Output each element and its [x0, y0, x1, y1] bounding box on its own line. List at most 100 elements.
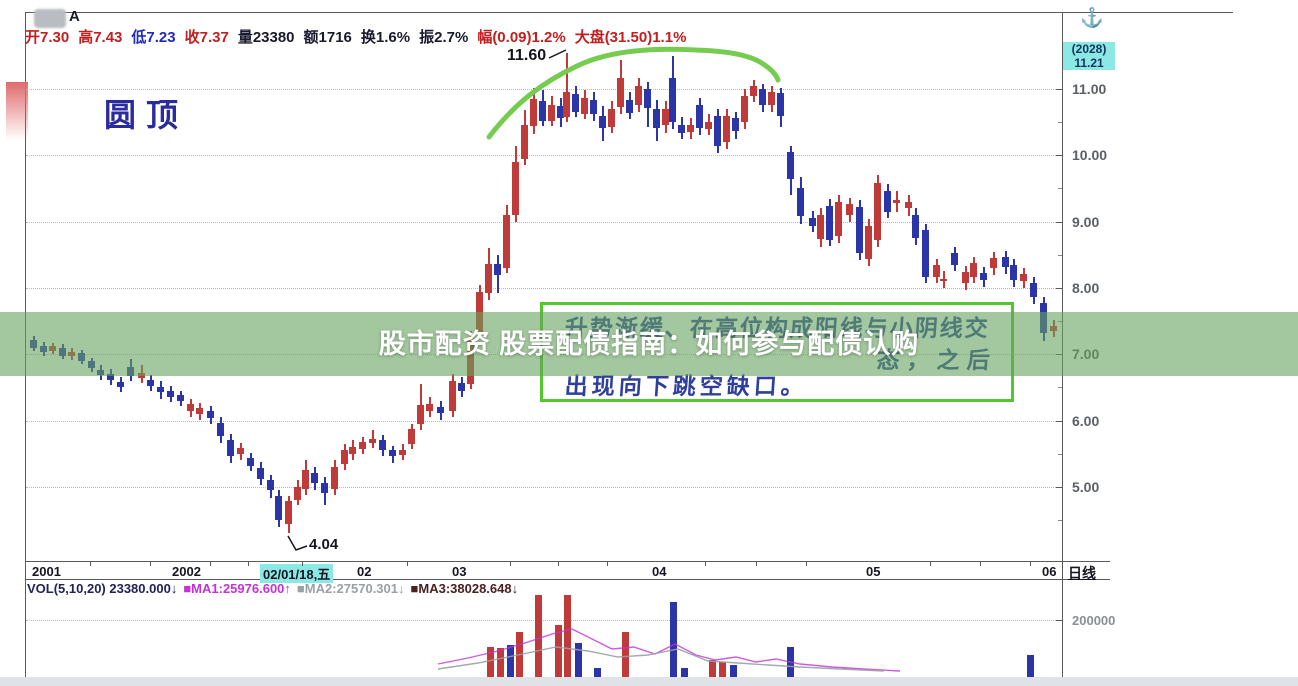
- candle-body: [311, 472, 318, 484]
- candle-wick: [566, 52, 568, 123]
- candle-body: [905, 201, 912, 209]
- price-axis-label: 11.00: [1072, 81, 1107, 97]
- peak-price-label: 11.60: [507, 47, 547, 64]
- candle-body: [417, 404, 424, 425]
- candle-body: [247, 458, 254, 466]
- price-gridline: [26, 487, 1062, 488]
- candle-body: [285, 501, 292, 524]
- x-axis-tick: [407, 562, 408, 566]
- candle-body: [302, 469, 309, 489]
- volume-bar: [730, 665, 737, 678]
- candle-body: [922, 230, 929, 277]
- candle-body: [227, 440, 234, 457]
- candle-body: [705, 122, 712, 129]
- price-axis-minor-tick: [1058, 188, 1062, 189]
- x-axis-tick: [558, 562, 559, 566]
- stock-name-suffix: A: [69, 8, 80, 25]
- anchor-icon[interactable]: ⚓: [1080, 8, 1104, 29]
- candle-body: [147, 380, 154, 386]
- quote-field: 收7.37: [184, 29, 229, 46]
- volume-bar: [594, 668, 601, 678]
- candle-body: [349, 447, 356, 454]
- candle-body: [275, 496, 282, 520]
- candle-body: [379, 440, 386, 451]
- volume-header-field: VOL(5,10,20) 23380.000↓: [27, 581, 178, 596]
- x-axis-tick: [302, 562, 303, 566]
- candle-body: [826, 205, 833, 240]
- watermark-banner: [0, 312, 1298, 376]
- x-axis-label: 02: [357, 564, 372, 579]
- candle-body: [856, 207, 863, 254]
- x-axis-bottom-line: [25, 579, 1110, 580]
- candle-body: [494, 264, 501, 275]
- volume-axis-label: 200000: [1072, 613, 1116, 628]
- candle-body: [177, 395, 184, 401]
- x-axis-tick: [705, 562, 706, 566]
- candle-body: [557, 106, 564, 119]
- candle-body: [1010, 265, 1017, 280]
- candle-body: [687, 125, 694, 133]
- candle-body: [581, 98, 588, 115]
- x-axis-tick: [1030, 562, 1031, 566]
- candle-body: [476, 291, 483, 332]
- x-axis-tick: [930, 562, 931, 566]
- candle-body: [635, 85, 642, 105]
- candle-body: [521, 125, 528, 159]
- candle-body: [1030, 283, 1037, 298]
- candle-body: [970, 262, 977, 277]
- candle-body: [940, 279, 947, 282]
- volume-bar: [564, 595, 571, 678]
- quote-field: 低7.23: [131, 29, 176, 46]
- pattern-label: 圆顶: [104, 97, 189, 133]
- price-gridline: [26, 89, 1062, 90]
- candle-body: [217, 423, 224, 437]
- x-axis-tick: [510, 562, 511, 566]
- candle-body: [951, 253, 958, 265]
- candle-body: [117, 382, 124, 388]
- candle-body: [599, 115, 606, 129]
- candle-body: [1020, 273, 1027, 282]
- price-axis-label: 9.00: [1072, 214, 1100, 230]
- bottom-edge-strip: [0, 677, 1298, 686]
- price-axis-tick: [1056, 155, 1062, 156]
- candle-body: [257, 468, 264, 479]
- candle-body: [157, 387, 164, 392]
- candle-body: [750, 85, 757, 96]
- candle-body: [196, 407, 203, 414]
- price-axis-minor-tick: [1058, 520, 1062, 521]
- price-axis-tick: [1056, 89, 1062, 90]
- quote-field: 量23380: [237, 29, 295, 46]
- price-tag-count: (2028): [1071, 42, 1107, 56]
- volume-ma2-line: [437, 646, 885, 672]
- candle-body: [714, 115, 721, 146]
- quote-info-bar: 开7.30 高7.43 低7.23 收7.37 量23380 额1716 换1.6% 振2.7…: [25, 26, 695, 47]
- volume-bar: [622, 632, 629, 678]
- x-axis-label: 2002: [172, 564, 201, 579]
- volume-bar: [555, 625, 562, 678]
- candle-body: [548, 104, 555, 121]
- candle-body: [980, 273, 987, 280]
- x-axis-label: 06: [1042, 564, 1057, 579]
- candle-body: [563, 91, 570, 117]
- candle-body: [1002, 257, 1009, 268]
- x-axis-tick: [806, 562, 807, 566]
- candle-body: [359, 442, 366, 449]
- quote-field: 高7.43: [78, 29, 123, 46]
- volume-bar: [487, 647, 494, 678]
- volume-indicator-header: VOL(5,10,20) 23380.000↓ ■MA1:25976.600↑ ■M…: [27, 581, 524, 596]
- price-gridline: [26, 222, 1062, 223]
- candle-body: [653, 108, 660, 129]
- period-label[interactable]: 日线: [1068, 565, 1096, 581]
- volume-bar: [681, 668, 688, 678]
- candle-body: [294, 486, 301, 501]
- price-axis-tick: [1056, 487, 1062, 488]
- x-axis-label: 05: [866, 564, 881, 579]
- candle-body: [797, 188, 804, 217]
- price-axis-tick: [1056, 421, 1062, 422]
- highlighted-date-cell: 02/01/18,五: [260, 564, 334, 583]
- candle-body: [626, 99, 633, 113]
- candle-body: [331, 466, 338, 490]
- candle-body: [458, 383, 465, 391]
- volume-bar: [497, 648, 504, 678]
- volume-bar: [575, 643, 582, 678]
